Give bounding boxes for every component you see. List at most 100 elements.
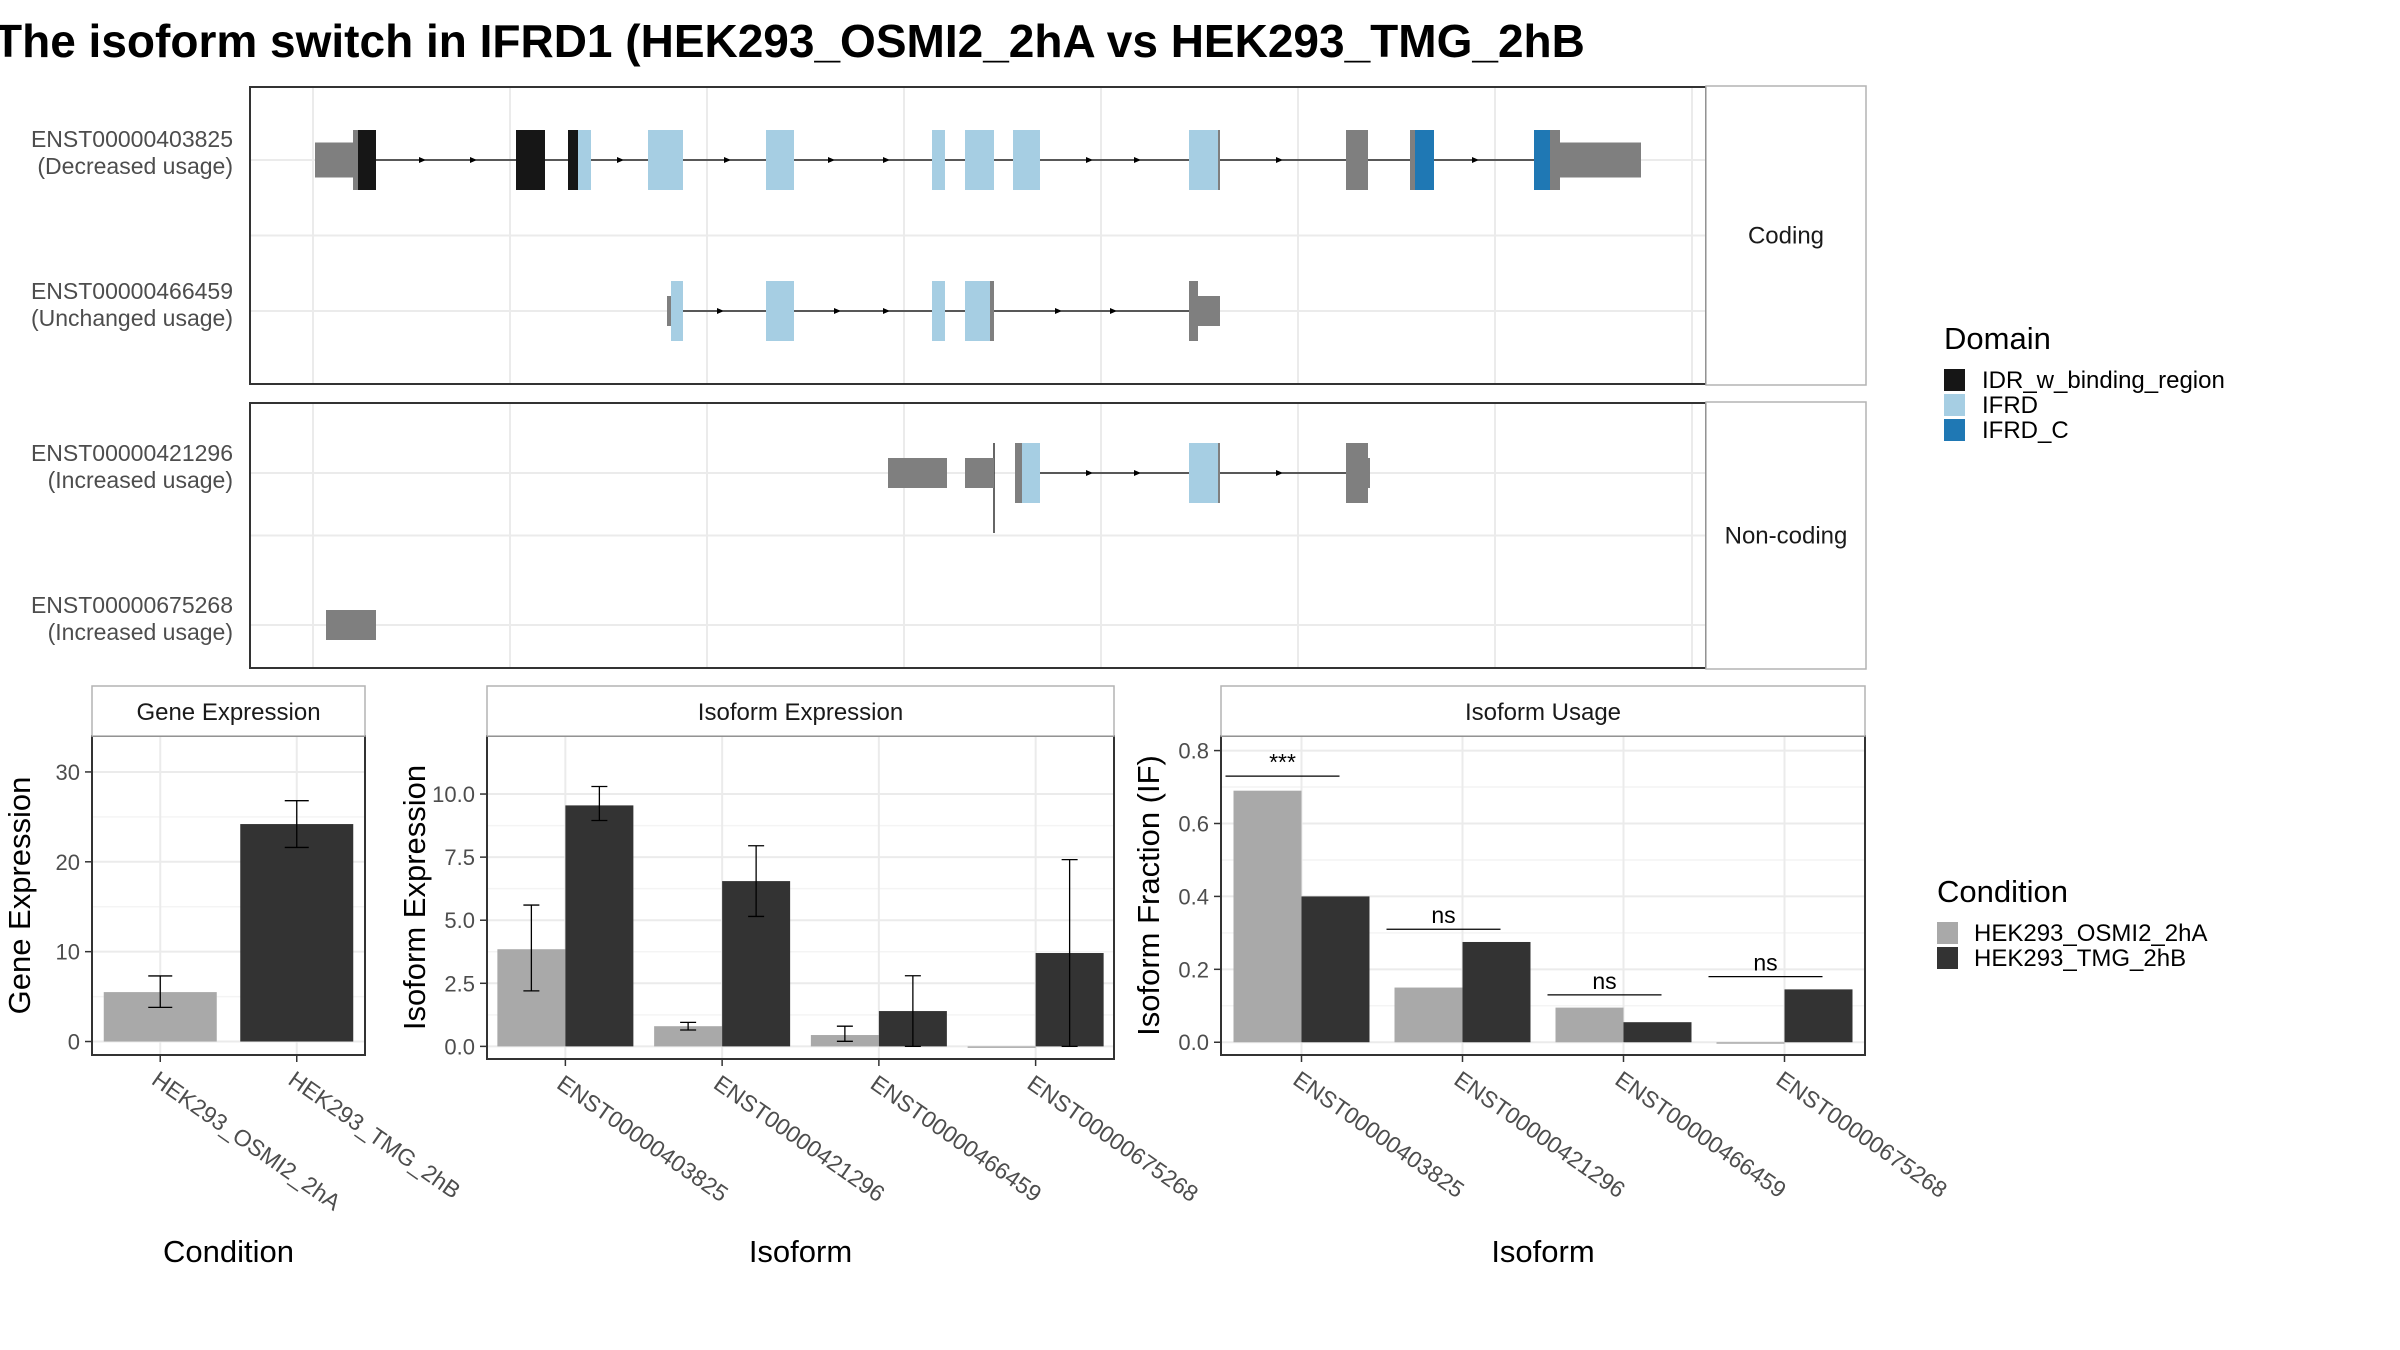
y-tick-label: 0.4: [1178, 884, 1209, 909]
y-tick-label: 0.0: [1178, 1030, 1209, 1055]
facet-strip: [1705, 401, 1867, 670]
condition-legend-key: [1937, 922, 1958, 944]
strand-arrow: [828, 157, 835, 163]
exon: [1534, 130, 1550, 190]
strand-arrow: [1086, 470, 1093, 476]
exon: [578, 130, 591, 190]
x-tick-label: ENST00000466459: [1611, 1066, 1791, 1203]
y-tick-label: 5.0: [444, 908, 475, 933]
domain-legend-key: [1944, 394, 1965, 416]
bar: [240, 824, 354, 1042]
facet-strip-label: Coding: [1748, 223, 1824, 250]
y-tick-label: 10.0: [432, 782, 475, 807]
figure-title: The isoform switch in IFRD1 (HEK293_OSMI…: [0, 15, 1585, 67]
bar: [565, 805, 634, 1047]
x-tick-label: ENST00000403825: [1289, 1066, 1469, 1203]
bar-chart-panels: Gene Expression0102030HEK293_OSMI2_2hAHE…: [2, 685, 1952, 1269]
bar: [1623, 1022, 1692, 1043]
strand-arrow: [717, 308, 724, 314]
significance-label: ns: [1753, 950, 1777, 976]
strand-arrow: [1055, 308, 1062, 314]
y-tick-label: 0: [68, 1030, 80, 1055]
exon: [932, 130, 945, 190]
facet-strip: [1705, 85, 1867, 386]
condition-legend-label: HEK293_OSMI2_2hA: [1974, 920, 2207, 947]
exon: [353, 130, 358, 190]
y-tick-label: 10: [56, 940, 80, 965]
strand-arrow: [1276, 470, 1283, 476]
exon: [1022, 443, 1040, 503]
exon: [1189, 281, 1198, 341]
exon: [648, 130, 683, 190]
y-tick-label: 0.8: [1178, 739, 1209, 764]
exon: [1218, 443, 1220, 503]
isoform-label: ENST00000466459: [31, 278, 233, 304]
y-axis-title: Isoform Expression: [397, 765, 432, 1030]
bar: [654, 1026, 723, 1047]
panel-title: Isoform Usage: [1465, 699, 1621, 726]
isoform-label: ENST00000403825: [31, 126, 233, 152]
panel-strip: [1220, 685, 1866, 737]
significance-label: ns: [1592, 968, 1616, 994]
bar: [1233, 790, 1302, 1043]
bar: [1462, 941, 1531, 1043]
exon: [766, 281, 794, 341]
exon: [1218, 130, 1220, 190]
exon: [1550, 130, 1560, 190]
x-tick-label: ENST00000421296: [1450, 1066, 1630, 1203]
exon: [1346, 443, 1368, 503]
x-tick-label: ENST00000675268: [1772, 1066, 1952, 1203]
facet-strip-label: Non-coding: [1725, 523, 1848, 550]
strand-arrow: [834, 308, 841, 314]
domain-legend-label: IFRD_C: [1982, 417, 2069, 444]
strand-arrow: [617, 157, 624, 163]
exon: [1198, 296, 1220, 326]
exon: [667, 296, 671, 326]
domain-legend-title: Domain: [1944, 321, 2051, 356]
exon: [1410, 130, 1415, 190]
condition-legend-title: Condition: [1937, 874, 2068, 909]
isoform-label: ENST00000675268: [31, 592, 233, 618]
x-axis-title: Isoform: [1491, 1234, 1594, 1269]
x-axis-title: Condition: [163, 1234, 294, 1269]
strand-arrow: [1134, 157, 1141, 163]
exon: [1560, 142, 1641, 178]
y-axis-title: Isoform Fraction (IF): [1131, 755, 1166, 1036]
exon: [888, 458, 947, 488]
bar: [1716, 1042, 1785, 1044]
transcript-structure-panel: ENST00000403825(Decreased usage) ENST0000…: [31, 85, 1867, 670]
condition-legend-label: HEK293_TMG_2hB: [1974, 945, 2186, 972]
strand-arrow: [419, 157, 426, 163]
exon: [315, 142, 355, 178]
y-tick-label: 0.0: [444, 1034, 475, 1059]
y-tick-label: 20: [56, 850, 80, 875]
y-tick-label: 30: [56, 760, 80, 785]
domain-legend-key: [1944, 419, 1965, 441]
panel-title: Gene Expression: [136, 699, 320, 726]
domain-legend-key: [1944, 369, 1965, 391]
bar: [1784, 989, 1853, 1043]
significance-label: ***: [1269, 749, 1296, 775]
y-tick-label: 2.5: [444, 971, 475, 996]
strand-arrow: [883, 157, 890, 163]
exon: [965, 130, 994, 190]
y-tick-label: 7.5: [444, 845, 475, 870]
exon: [358, 130, 376, 190]
domain-legend-label: IDR_w_binding_region: [1982, 367, 2225, 394]
exon: [1189, 443, 1218, 503]
exon: [965, 458, 994, 488]
exon: [1415, 130, 1434, 190]
usage-label: (Decreased usage): [37, 153, 233, 179]
x-axis-title: Isoform: [749, 1234, 852, 1269]
x-tick-label: ENST00000403825: [553, 1070, 733, 1207]
isoform-label: ENST00000421296: [31, 440, 233, 466]
y-tick-label: 0.2: [1178, 957, 1209, 982]
bar: [1394, 987, 1463, 1043]
strand-arrow: [883, 308, 890, 314]
strand-arrow: [724, 157, 731, 163]
x-tick-label: ENST00000466459: [866, 1070, 1046, 1207]
exon: [1189, 130, 1218, 190]
exon: [1013, 130, 1040, 190]
